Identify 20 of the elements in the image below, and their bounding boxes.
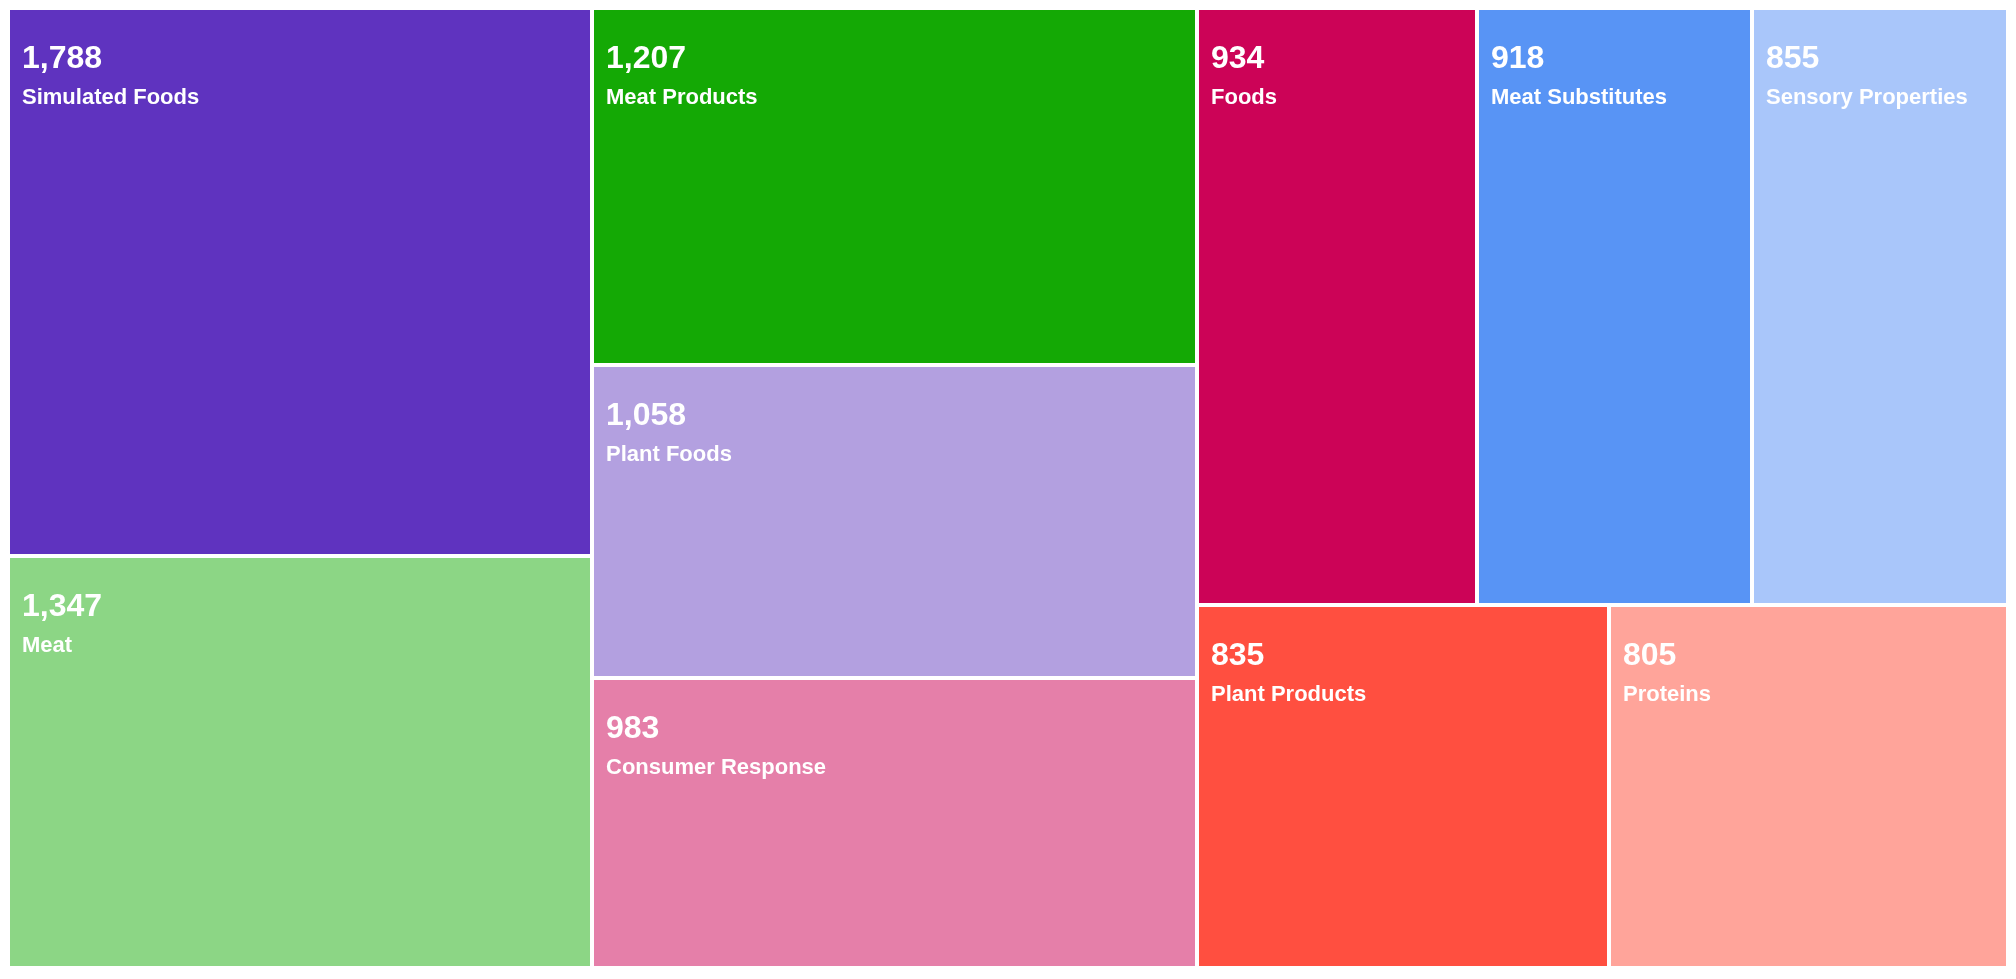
data-label: 805 <box>1623 636 1677 672</box>
data-label: 1,347 <box>22 587 103 623</box>
data-label: 983 <box>606 709 660 745</box>
category-label: Sensory Properties <box>1766 84 1968 109</box>
data-label: 1,788 <box>22 39 103 75</box>
data-label: 835 <box>1211 636 1265 672</box>
data-label: 855 <box>1766 39 1820 75</box>
data-label: 934 <box>1211 39 1265 75</box>
category-label: Plant Products <box>1211 681 1367 706</box>
category-label: Plant Foods <box>606 441 732 466</box>
data-label: 1,207 <box>606 39 687 75</box>
data-label: 1,058 <box>606 396 687 432</box>
category-label: Proteins <box>1623 681 1712 706</box>
category-label: Meat <box>22 632 73 657</box>
category-label: Consumer Response <box>606 754 827 779</box>
category-label: Meat Substitutes <box>1491 84 1668 109</box>
category-label: Simulated Foods <box>22 84 200 109</box>
data-label: 918 <box>1491 39 1545 75</box>
category-label: Meat Products <box>606 84 758 109</box>
category-label: Foods <box>1211 84 1277 109</box>
